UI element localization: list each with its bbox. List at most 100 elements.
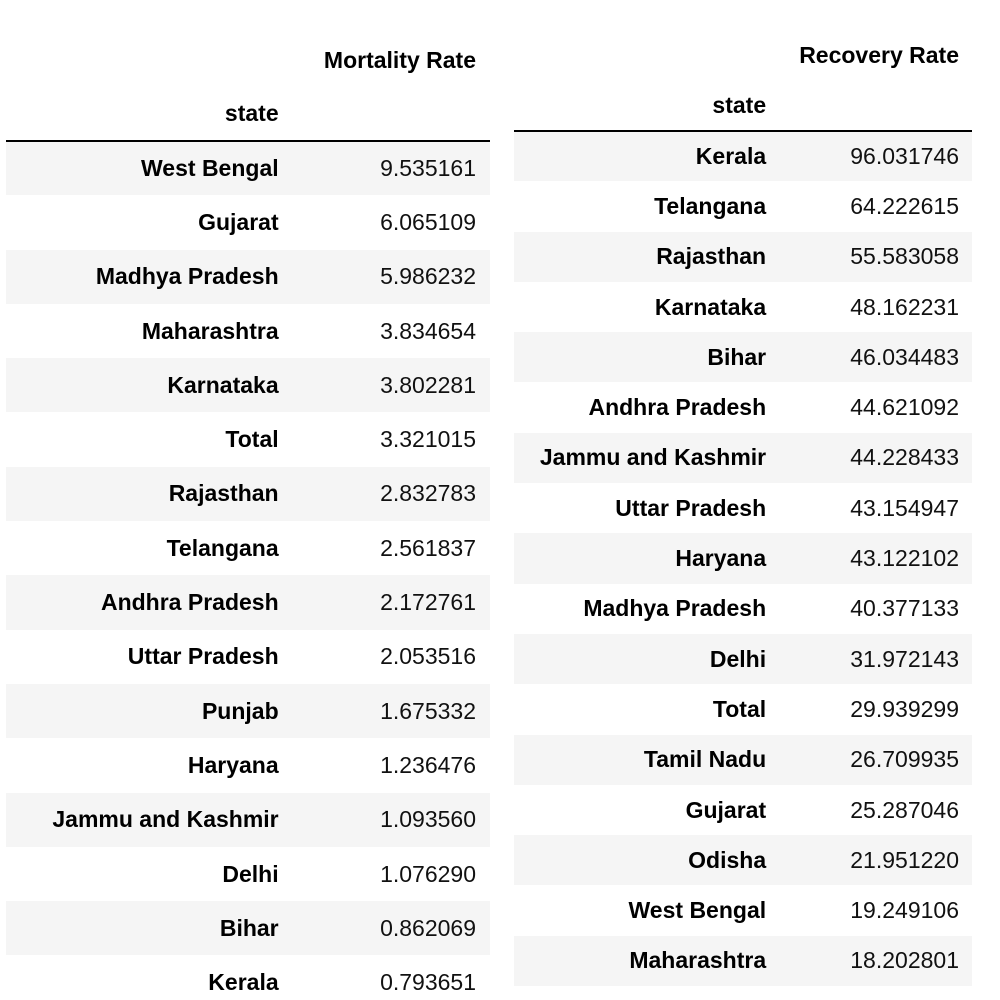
- table-row: Gujarat 6.065109: [6, 195, 490, 250]
- row-rate-value: 25.287046: [850, 796, 959, 823]
- index-name-state: state: [6, 87, 293, 142]
- row-state-label: Gujarat: [685, 796, 767, 823]
- table-row: Haryana 1.236476: [6, 738, 490, 793]
- index-name-row: state: [514, 80, 972, 132]
- mortality-rate-table: Mortality Rate state West Bengal 9.535161…: [6, 33, 490, 1000]
- table-row: Uttar Pradesh 2.053516: [6, 629, 490, 684]
- table-row: Madhya Pradesh 40.377133: [514, 583, 972, 634]
- table-row: West Bengal 9.535161: [6, 141, 490, 196]
- table-row: Andhra Pradesh 2.172761: [6, 575, 490, 630]
- table-row: Jammu and Kashmir 44.228433: [514, 432, 972, 484]
- blank-header-cell: [6, 33, 293, 87]
- row-state-label: Telangana: [654, 192, 767, 219]
- row-rate-value: 29.939299: [850, 695, 959, 722]
- row-state-label: Odisha: [688, 846, 767, 873]
- row-rate-value: 18.202801: [850, 947, 959, 974]
- table-row: Delhi 1.076290: [6, 846, 490, 902]
- row-state-label: Uttar Pradesh: [127, 643, 279, 670]
- table-row: Kerala 96.031746: [514, 131, 972, 182]
- row-state-label: Telangana: [166, 534, 279, 561]
- column-header-row: Recovery Rate: [514, 30, 972, 80]
- row-state-label: Maharashtra: [141, 317, 279, 344]
- table-row: Jammu and Kashmir 1.093560: [6, 792, 490, 847]
- row-rate-value: 5.986232: [380, 263, 476, 290]
- mortality-rate-header: Mortality Rate: [323, 46, 476, 73]
- blank-header-cell: [292, 87, 490, 142]
- table-row: Haryana 43.122102: [514, 533, 972, 584]
- row-rate-value: 48.162231: [850, 293, 959, 320]
- row-rate-value: 0.793651: [380, 969, 476, 996]
- row-state-label: Uttar Pradesh: [615, 494, 767, 521]
- table-row: Maharashtra 18.202801: [514, 935, 972, 987]
- row-state-label: Karnataka: [167, 371, 279, 398]
- row-state-label: Haryana: [675, 545, 767, 572]
- table-row: Telangana 64.222615: [514, 181, 972, 232]
- row-state-label: Karnataka: [654, 293, 767, 320]
- row-state-label: Madhya Pradesh: [583, 595, 767, 622]
- row-state-label: Maharashtra: [629, 947, 767, 974]
- row-rate-value: 40.377133: [850, 595, 959, 622]
- row-rate-value: 43.154947: [850, 494, 959, 521]
- row-rate-value: 26.709935: [850, 746, 959, 773]
- index-name-row: state: [6, 87, 490, 142]
- row-state-label: Delhi: [709, 645, 767, 672]
- blank-header-cell: [773, 80, 972, 132]
- table-row: Bihar 46.034483: [514, 332, 972, 383]
- row-state-label: Delhi: [222, 860, 279, 887]
- row-state-label: Bihar: [707, 343, 767, 370]
- recovery-rate-header: Recovery Rate: [799, 41, 959, 68]
- row-rate-value: 31.972143: [850, 645, 959, 672]
- index-name-state: state: [514, 80, 774, 132]
- row-rate-value: 2.832783: [380, 480, 476, 507]
- row-state-label: Gujarat: [198, 208, 279, 235]
- row-state-label: Kerala: [208, 969, 279, 996]
- table-row: Maharashtra 3.834654: [6, 303, 490, 359]
- row-rate-value: 6.065109: [380, 208, 476, 235]
- table-row: Karnataka 3.802281: [6, 358, 490, 413]
- table-row: Madhya Pradesh 5.986232: [6, 249, 490, 304]
- table-row: Total 29.939299: [514, 684, 972, 735]
- row-rate-value: 9.535161: [380, 155, 476, 182]
- row-rate-value: 19.249106: [850, 897, 959, 924]
- table-row: Kerala 0.793651: [6, 955, 490, 1000]
- row-state-label: Total: [225, 426, 279, 453]
- row-state-label: West Bengal: [628, 897, 767, 924]
- row-rate-value: 1.236476: [380, 751, 476, 778]
- row-rate-value: 2.053516: [380, 643, 476, 670]
- table-row: Telangana 2.561837: [6, 521, 490, 576]
- row-rate-value: 2.561837: [380, 534, 476, 561]
- row-rate-value: 3.834654: [380, 317, 476, 344]
- table-row: Andhra Pradesh 44.621092: [514, 382, 972, 433]
- row-state-label: Tamil Nadu: [643, 746, 767, 773]
- row-rate-value: 1.093560: [380, 806, 476, 833]
- row-rate-value: 0.862069: [380, 914, 476, 941]
- table-row: Uttar Pradesh 43.154947: [514, 483, 972, 534]
- table-row: Gujarat 25.287046: [514, 784, 972, 836]
- row-state-label: Andhra Pradesh: [100, 589, 279, 616]
- row-rate-value: 1.675332: [380, 697, 476, 724]
- row-rate-value: 46.034483: [850, 343, 959, 370]
- row-state-label: Bihar: [219, 914, 279, 941]
- table-row: Total 3.321015: [6, 412, 490, 467]
- row-state-label: Jammu and Kashmir: [539, 444, 767, 471]
- table-row: Punjab 1.675332: [6, 683, 490, 739]
- row-rate-value: 3.321015: [380, 426, 476, 453]
- row-rate-value: 43.122102: [850, 545, 959, 572]
- mortality-table-body: West Bengal 9.535161 Gujarat 6.065109 Madhya…: [6, 141, 490, 1000]
- table-row: Delhi 31.972143: [514, 633, 972, 685]
- recovery-rate-table: Recovery Rate state Kerala 96.031746 Telan…: [514, 30, 972, 987]
- row-state-label: Andhra Pradesh: [588, 394, 767, 421]
- row-rate-value: 1.076290: [380, 860, 476, 887]
- row-rate-value: 3.802281: [380, 371, 476, 398]
- table-row: Karnataka 48.162231: [514, 281, 972, 333]
- row-state-label: Haryana: [187, 751, 279, 778]
- row-state-label: Rajasthan: [656, 243, 767, 270]
- table-row: Odisha 21.951220: [514, 835, 972, 886]
- recovery-table-body: Kerala 96.031746 Telangana 64.222615 Rajasth…: [514, 131, 972, 987]
- row-rate-value: 55.583058: [850, 243, 959, 270]
- column-header-row: Mortality Rate: [6, 33, 490, 87]
- blank-header-cell: [514, 30, 773, 80]
- row-state-label: Rajasthan: [168, 480, 279, 507]
- row-rate-value: 21.951220: [850, 846, 959, 873]
